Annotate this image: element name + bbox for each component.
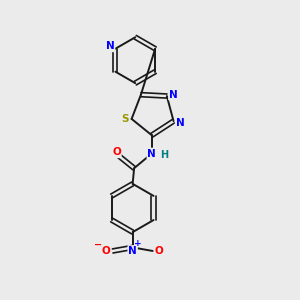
Text: −: − bbox=[94, 239, 102, 250]
Text: O: O bbox=[112, 147, 121, 157]
Text: N: N bbox=[128, 246, 137, 256]
Text: O: O bbox=[102, 246, 110, 256]
Text: H: H bbox=[160, 150, 168, 160]
Text: +: + bbox=[134, 239, 142, 248]
Text: N: N bbox=[147, 148, 156, 158]
Text: O: O bbox=[155, 246, 164, 256]
Text: N: N bbox=[106, 41, 115, 51]
Text: S: S bbox=[122, 114, 129, 124]
Text: N: N bbox=[169, 90, 178, 100]
Text: N: N bbox=[176, 118, 184, 128]
